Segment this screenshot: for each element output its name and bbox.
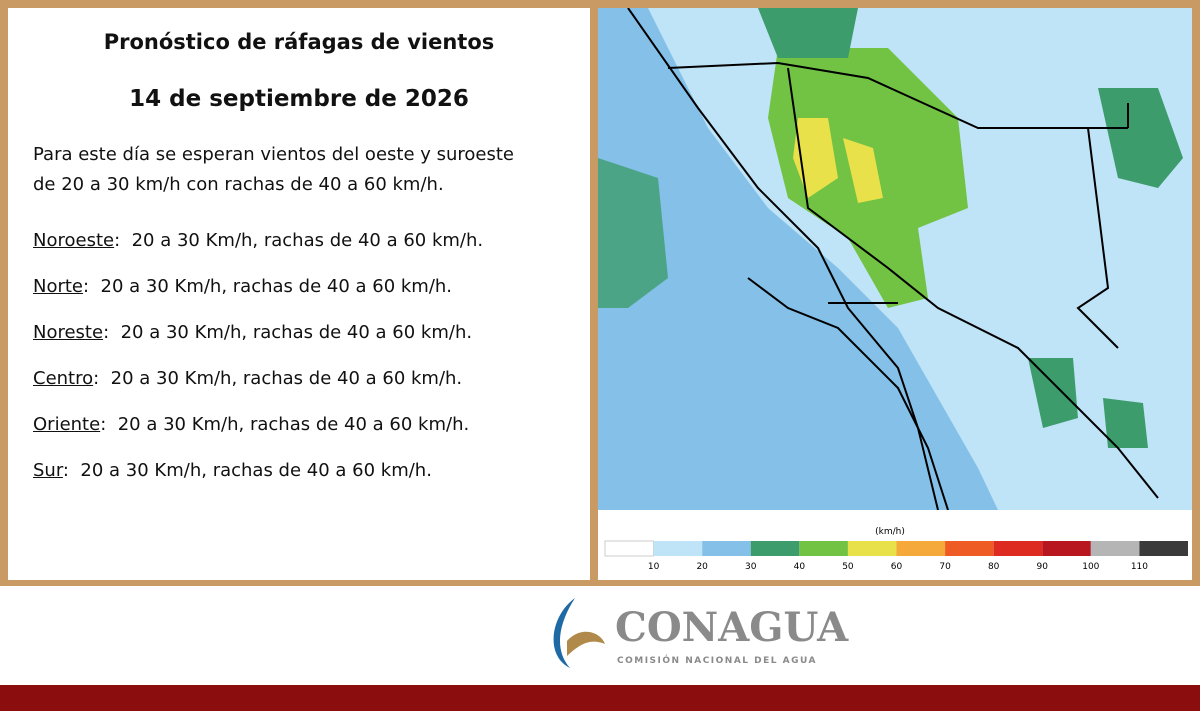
intro-line: de 20 a 30 km/h con rachas de 40 a 60 km…: [33, 174, 444, 195]
text-panel: Pronóstico de ráfagas de vientos 14 de s…: [8, 8, 590, 580]
legend-swatch: [847, 541, 897, 556]
region-text: : 20 a 30 Km/h, rachas de 40 a 60 km/h.: [103, 322, 473, 343]
logo-subtitle: COMISIÓN NACIONAL DEL AGUA: [617, 654, 817, 666]
legend-tick: 30: [745, 562, 757, 572]
region-name: Sur: [33, 460, 63, 481]
legend-swatch: [896, 541, 946, 556]
region-name: Noreste: [33, 322, 104, 343]
region-text: : 20 a 30 Km/h, rachas de 40 a 60 km/h.: [114, 230, 484, 251]
region-row: Oriente: 20 a 30 Km/h, rachas de 40 a 60…: [33, 414, 469, 435]
region-row: Norte: 20 a 30 Km/h, rachas de 40 a 60 k…: [33, 276, 452, 297]
legend-tick: 10: [648, 562, 660, 572]
region-name: Oriente: [33, 414, 101, 435]
legend-swatch: [653, 541, 703, 556]
frame: Pronóstico de ráfagas de vientos 14 de s…: [0, 0, 1200, 586]
region-text: : 20 a 30 Km/h, rachas de 40 a 60 km/h.: [62, 460, 432, 481]
legend-tick: 100: [1082, 562, 1099, 572]
legend-tick: 110: [1131, 562, 1148, 572]
legend-swatch: [1139, 541, 1188, 556]
intro-line: Para este día se esperan vientos del oes…: [33, 144, 515, 165]
map: (km/h) 10 20 30 40 50 60 70 80 90 100 110: [598, 7, 1192, 580]
legend-swatch: [750, 541, 800, 556]
date: 14 de septiembre de 2026: [129, 86, 469, 112]
legend-tick: 20: [696, 562, 708, 572]
legend-swatch: [1042, 541, 1091, 556]
legend-tick: 40: [794, 562, 806, 572]
logo: CONAGUA COMISIÓN NACIONAL DEL AGUA: [553, 598, 849, 668]
legend-swatch: [604, 540, 655, 557]
legend-tick: 60: [891, 562, 903, 572]
map-panel: (km/h) 10 20 30 40 50 60 70 80 90 100 110: [598, 7, 1192, 580]
region-name: Centro: [33, 368, 94, 389]
region-text: : 20 a 30 Km/h, rachas de 40 a 60 km/h.: [83, 276, 453, 297]
legend-tick: 80: [988, 562, 1000, 572]
region-row: Noreste: 20 a 30 Km/h, rachas de 40 a 60…: [33, 322, 472, 343]
footer-bar: [0, 685, 1200, 711]
legend-tick: 50: [842, 562, 854, 572]
region-row: Noroeste: 20 a 30 Km/h, rachas de 40 a 6…: [33, 230, 483, 251]
legend-swatch: [702, 541, 751, 556]
region-text: : 20 a 30 Km/h, rachas de 40 a 60 km/h.: [100, 414, 470, 435]
legend-swatch: [993, 541, 1043, 556]
legend-swatch: [1090, 541, 1140, 556]
legend-swatch: [799, 541, 848, 556]
region-row: Sur: 20 a 30 Km/h, rachas de 40 a 60 km/…: [33, 460, 432, 481]
region-text: : 20 a 30 Km/h, rachas de 40 a 60 km/h.: [93, 368, 463, 389]
region-name: Norte: [33, 276, 84, 297]
legend-swatch: [945, 541, 994, 556]
legend-tick: 70: [939, 562, 951, 572]
legend-unit: (km/h): [875, 527, 905, 537]
logo-name: CONAGUA: [615, 604, 849, 651]
title: Pronóstico de ráfagas de vientos: [103, 30, 495, 54]
region-name: Noroeste: [33, 230, 115, 251]
region-row: Centro: 20 a 30 Km/h, rachas de 40 a 60 …: [33, 368, 462, 389]
legend-tick: 90: [1037, 562, 1049, 572]
